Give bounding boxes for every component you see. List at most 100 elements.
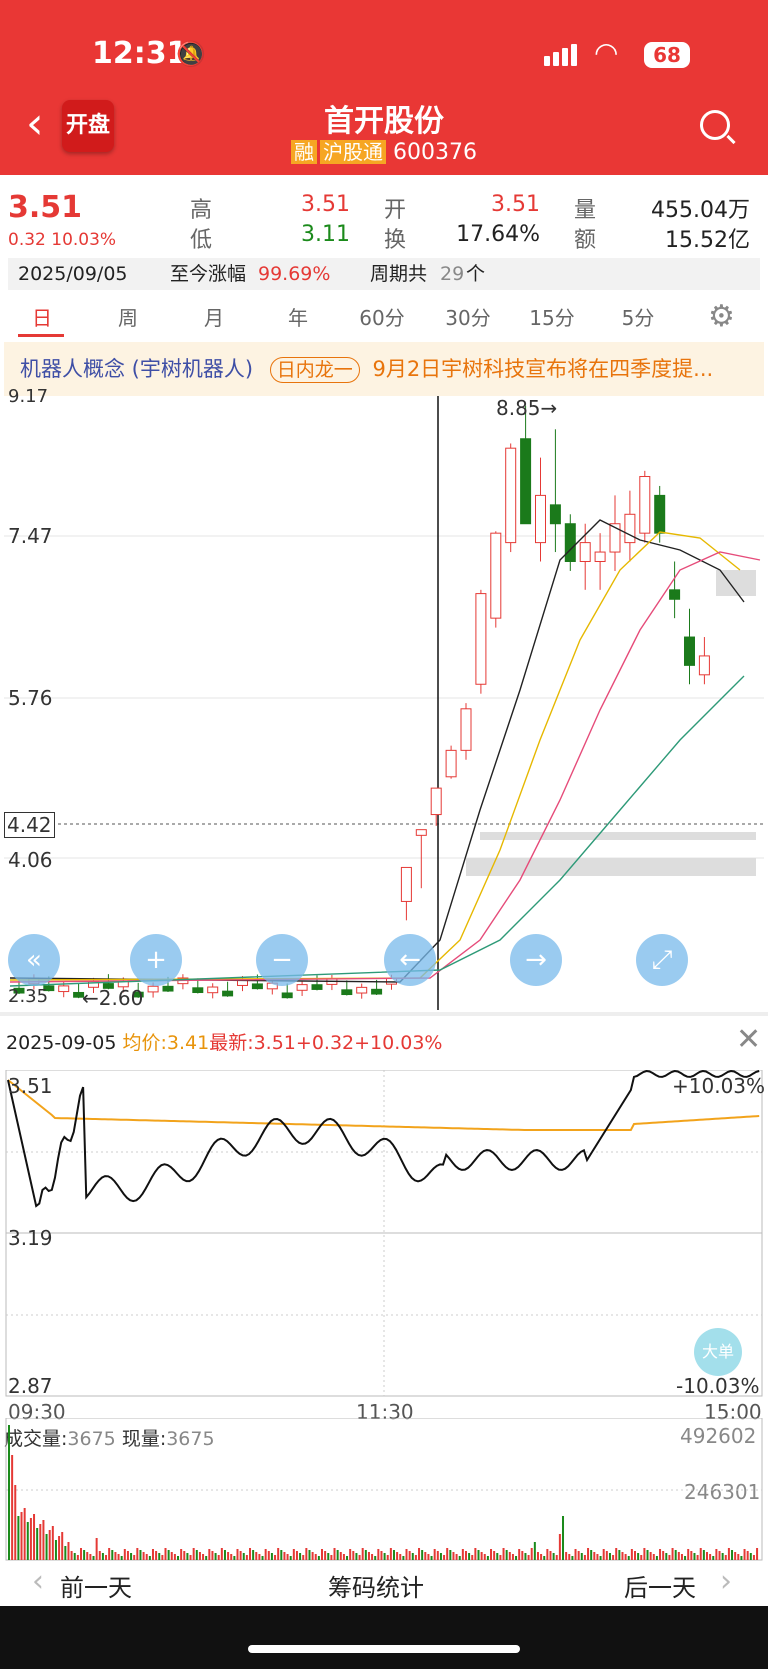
kline-candle [296, 984, 308, 991]
zoom-in-icon[interactable]: + [130, 934, 182, 986]
volume-bar [493, 1551, 496, 1560]
volume-bar [83, 1550, 86, 1560]
kline-candle [192, 987, 204, 994]
volume-bar [339, 1552, 342, 1560]
tab-day[interactable]: 日 [32, 306, 52, 330]
volume-bar [29, 1518, 32, 1560]
kline-candle [684, 636, 695, 666]
volume-bar [70, 1551, 73, 1560]
scroll-left-icon[interactable]: « [8, 934, 60, 986]
volume-bar [508, 1552, 511, 1560]
volume-bar [220, 1548, 223, 1560]
tab-30min[interactable]: 30分 [445, 306, 491, 330]
volume-bar [436, 1551, 439, 1560]
avg-value: 3.41 [166, 1032, 210, 1054]
close-icon[interactable]: ✕ [736, 1022, 762, 1057]
arrow-right-icon[interactable]: → [510, 934, 562, 986]
tab-60min[interactable]: 60分 [359, 306, 405, 330]
kaipan-badge[interactable]: 开盘 [62, 100, 114, 152]
volume-bar [527, 1555, 530, 1560]
zoom-out-icon[interactable]: − [256, 934, 308, 986]
volume-bar [364, 1550, 367, 1560]
kline-candle [520, 438, 532, 525]
intraday-chart[interactable] [0, 1070, 768, 1400]
wifi-icon: ◠ [594, 36, 619, 69]
tab-week[interactable]: 周 [118, 306, 138, 330]
volume-bar [39, 1524, 42, 1560]
amount-label: 额 [574, 228, 597, 253]
volume-bar [198, 1552, 201, 1560]
volume-chart [5, 1418, 763, 1561]
volume-bar [659, 1549, 662, 1560]
back-button[interactable]: ‹ [26, 98, 44, 149]
volume-bar [530, 1548, 533, 1560]
tab-year[interactable]: 年 [288, 306, 308, 330]
search-icon[interactable] [700, 110, 730, 140]
volume-bar [386, 1555, 389, 1560]
chip-stats-button[interactable]: 筹码统计 [328, 1574, 424, 1602]
volume-bar [151, 1549, 154, 1560]
kline-candle [371, 988, 383, 995]
tab-15min[interactable]: 15分 [529, 306, 575, 330]
ma-line [9, 551, 761, 983]
volume-bar [468, 1553, 471, 1560]
kline-candle [222, 990, 234, 997]
volume-bar [699, 1548, 702, 1560]
volume-bar [108, 1548, 111, 1560]
top-bar: 12:31 🔕 ◠ 68 ‹ 开盘 首开股份 融沪股通 600376 [0, 0, 768, 175]
volume-bar [302, 1555, 305, 1560]
volume-bar [33, 1514, 36, 1560]
kline-candle [460, 708, 472, 751]
volume-bar [649, 1552, 652, 1560]
news-banner[interactable]: 机器人概念 (宇树机器人) 日内龙一 9月2日宇树科技宣布将在四季度提... [4, 342, 764, 396]
volume-bar [408, 1551, 411, 1560]
volume-bar [270, 1553, 273, 1560]
kline-candle [549, 504, 561, 525]
volume-bar [95, 1538, 98, 1560]
volume-bar [142, 1552, 145, 1560]
arrow-left-icon[interactable]: ← [384, 934, 436, 986]
volume-bar [727, 1548, 730, 1560]
volume-bar [674, 1550, 677, 1560]
volume-bar [583, 1555, 586, 1560]
next-day-button[interactable]: 后一天 [624, 1574, 696, 1602]
volume-bar [458, 1556, 461, 1560]
chevron-left-icon[interactable]: ‹ [32, 1564, 44, 1599]
news-text: 9月2日宇树科技宣布将在四季度提... [372, 357, 714, 381]
kline-candle [505, 447, 517, 544]
turnover-value: 17.64% [456, 222, 540, 247]
volume-bar [233, 1556, 236, 1560]
volume-bar [105, 1555, 108, 1560]
prev-day-button[interactable]: 前一天 [60, 1574, 132, 1602]
volume-bar [148, 1556, 151, 1560]
volume-bar [255, 1552, 258, 1560]
period-label: 周期共 [370, 263, 428, 285]
y-label-3: 5.76 [8, 686, 53, 710]
volume-bar [399, 1554, 402, 1560]
volume-bar [349, 1549, 352, 1560]
volume-bar [558, 1534, 561, 1560]
tab-month[interactable]: 月 [204, 306, 224, 330]
kline-candle [13, 987, 25, 994]
volume-bar [236, 1549, 239, 1560]
big-order-button[interactable]: 大单 [694, 1328, 742, 1376]
volume-bar [54, 1540, 57, 1560]
volume-bar [427, 1554, 430, 1560]
tab-5min[interactable]: 5分 [621, 306, 655, 330]
volume-bar [355, 1553, 358, 1560]
kline-chart[interactable] [0, 380, 768, 1010]
time-start: 09:30 [8, 1400, 66, 1424]
chevron-right-icon[interactable]: › [720, 1564, 732, 1599]
low-value: 3.11 [301, 222, 350, 247]
fullscreen-icon[interactable]: ⤢ [636, 934, 688, 986]
volume-bar [646, 1550, 649, 1560]
gear-icon[interactable]: ⚙ [708, 299, 735, 334]
volume-bar [443, 1555, 446, 1560]
low-label: 低 [190, 228, 213, 253]
volume-bar [477, 1550, 480, 1560]
volume-bar [211, 1551, 214, 1560]
volume-bar [483, 1554, 486, 1560]
leader-tag: 日内龙一 [269, 357, 360, 383]
volume-bar [612, 1555, 615, 1560]
home-indicator[interactable] [248, 1645, 520, 1653]
